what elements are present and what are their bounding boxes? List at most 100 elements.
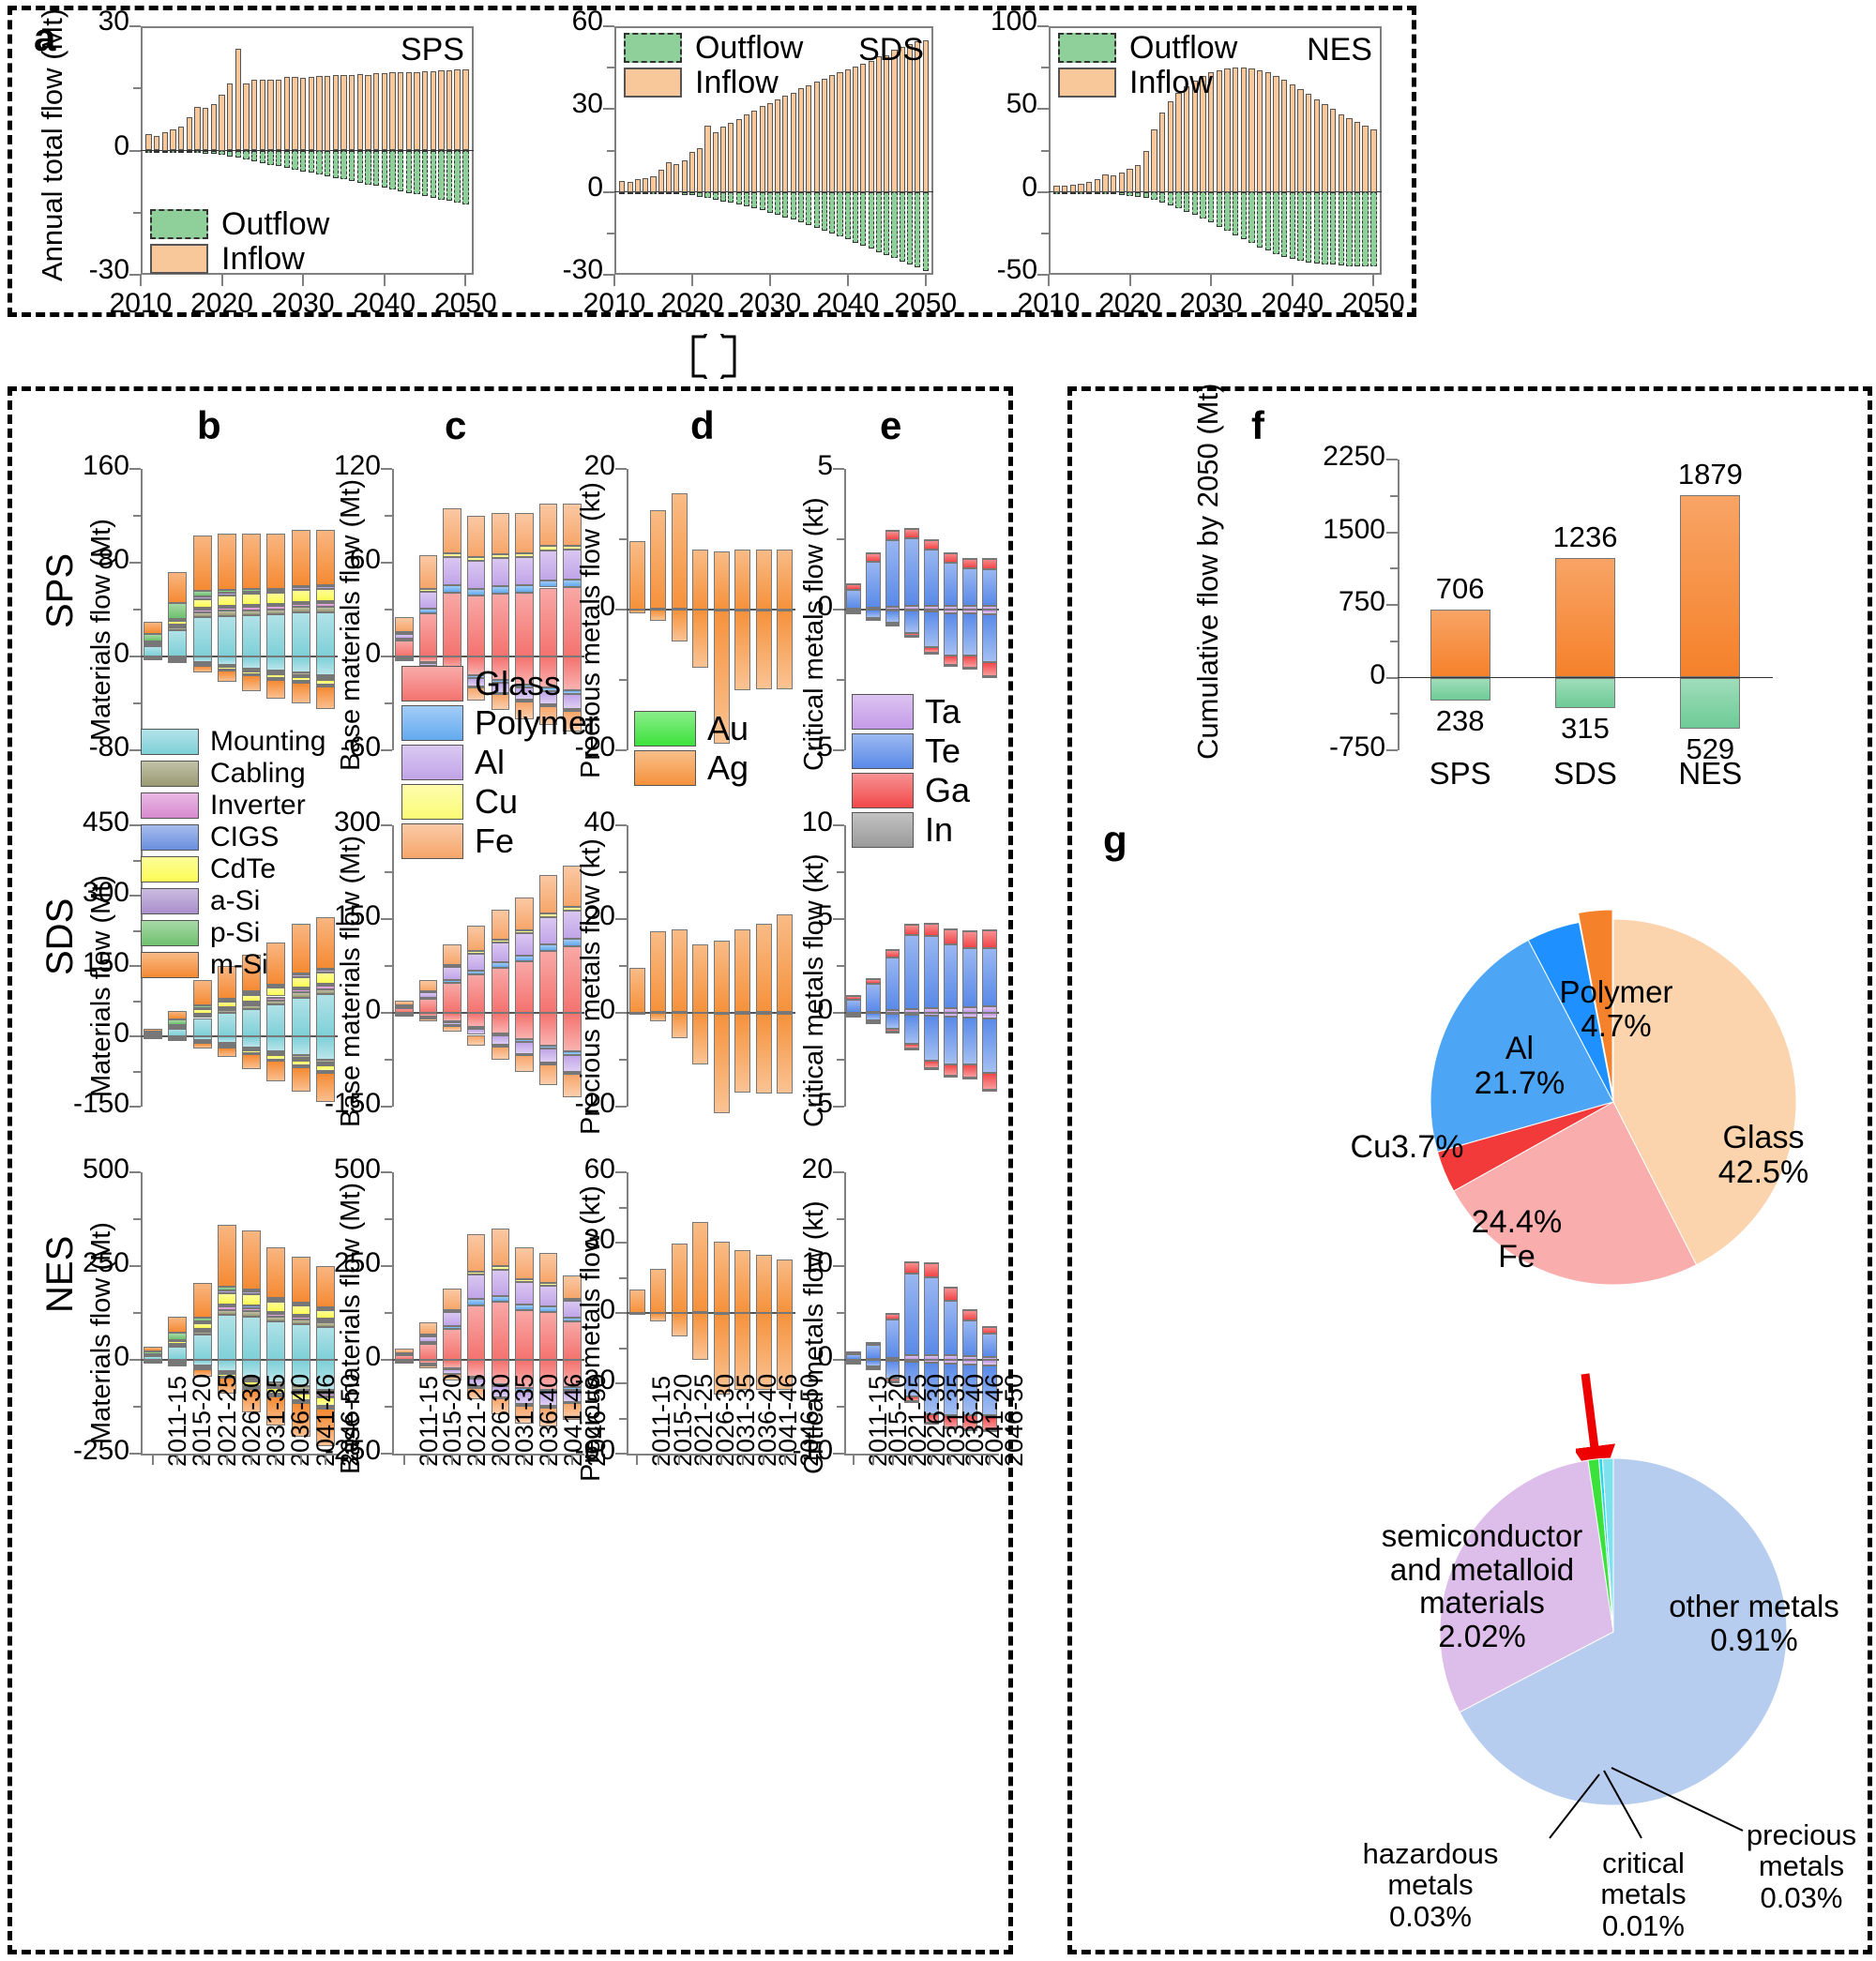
stack-segment — [266, 1247, 286, 1298]
outflow-value-label: 529 — [1686, 732, 1735, 766]
stack-segment — [943, 1300, 959, 1356]
stack-segment — [866, 562, 881, 608]
stack-segment — [466, 561, 486, 589]
y-minor-tick — [619, 871, 627, 873]
stack-segment — [563, 1055, 582, 1072]
legend-label: CdTe — [210, 853, 277, 884]
stack-segment — [418, 1017, 438, 1019]
stack-segment — [491, 586, 510, 594]
stack-segment — [777, 914, 794, 1013]
stack-segment — [217, 966, 236, 999]
stack-segment — [242, 1036, 262, 1048]
bar-outflow — [643, 191, 649, 194]
y-tick-label: 20 — [583, 450, 615, 481]
bar-inflow — [720, 127, 727, 192]
y-tick-mark — [1386, 604, 1398, 606]
zero-line — [392, 656, 584, 657]
legend-item: Ag — [634, 750, 749, 786]
stack-segment — [962, 1309, 977, 1320]
bar-outflow — [203, 150, 209, 154]
x-tick-mark — [891, 1454, 894, 1465]
stack-segment — [291, 1305, 310, 1316]
stack-segment — [491, 1302, 510, 1360]
bar-inflow — [1135, 164, 1142, 192]
bar-outflow — [1280, 191, 1288, 257]
bar-inflow — [1329, 109, 1337, 192]
stack-segment — [885, 950, 900, 958]
stack-segment — [168, 626, 188, 631]
stack-segment — [168, 1332, 188, 1341]
x-tick-mark — [176, 1454, 179, 1465]
bar-outflow — [1111, 191, 1117, 194]
panel-d-ylabel-NES: Precious metals flow (kt) — [576, 1185, 606, 1482]
stack-segment — [885, 1010, 900, 1013]
y-tick-label: 0 — [365, 1341, 381, 1372]
legend-item: Ga — [852, 773, 970, 808]
stack-segment — [395, 1006, 414, 1009]
bar-inflow — [704, 126, 711, 192]
stack-segment — [981, 1430, 997, 1433]
stack-segment — [395, 632, 414, 635]
stack-segment — [981, 614, 997, 662]
stack-segment — [981, 930, 997, 949]
legend-label: In — [925, 810, 954, 849]
stack-segment — [923, 539, 939, 551]
legend-item: Cu — [401, 784, 598, 820]
bar-inflow — [790, 92, 796, 192]
bar-outflow — [627, 191, 633, 194]
y-tick-label: 30 — [571, 88, 603, 120]
stack-segment — [538, 503, 558, 547]
bar-outflow — [365, 150, 371, 185]
pie-top — [1430, 909, 1797, 1286]
stack-segment — [962, 930, 977, 932]
stack-segment — [466, 1271, 486, 1275]
stack-segment — [242, 1310, 262, 1317]
stack-segment — [315, 611, 335, 656]
y-tick-label: -10 — [792, 1435, 833, 1466]
stack-segment — [466, 974, 486, 1013]
stack-segment — [395, 1000, 414, 1005]
stack-segment — [192, 1005, 212, 1009]
bar-outflow — [759, 191, 765, 211]
stack-segment — [962, 1078, 977, 1080]
x-tick-mark — [1372, 275, 1375, 286]
legend-swatch — [141, 824, 199, 851]
stack-segment — [315, 1073, 335, 1102]
legend-swatch — [141, 761, 199, 787]
pie-label-al: Al 21.7% — [1474, 1031, 1566, 1101]
stack-segment — [242, 1377, 262, 1380]
stack-segment — [291, 997, 310, 1036]
bar-outflow — [1191, 191, 1199, 216]
bar-inflow — [806, 85, 812, 192]
stack-segment — [266, 1321, 286, 1360]
inflow-swatch — [1058, 68, 1116, 98]
y-tick-label: -5 — [808, 1088, 833, 1119]
x-tick-label: 2046-50 — [999, 1373, 1028, 1467]
bar-outflow — [1354, 191, 1361, 267]
legend-swatch — [401, 705, 463, 741]
y-tick-label: 0 — [599, 994, 615, 1025]
stack-segment — [515, 1304, 534, 1310]
stack-segment — [962, 1063, 977, 1079]
stack-segment — [266, 1036, 286, 1052]
y-minor-tick — [619, 679, 627, 681]
y-tick-label: 5 — [817, 900, 833, 931]
bar-inflow — [219, 94, 225, 151]
stack-segment — [885, 606, 900, 610]
bar-inflow — [438, 69, 445, 151]
stack-segment — [418, 1322, 438, 1335]
stack-segment — [315, 679, 335, 686]
y-tick-label: 250 — [82, 1247, 129, 1278]
y-minor-tick — [619, 1059, 627, 1061]
y-tick-mark — [1386, 749, 1398, 751]
stack-segment — [443, 553, 461, 558]
bar-inflow — [1555, 557, 1615, 678]
stack-segment — [217, 1378, 236, 1394]
bar-inflow — [1224, 68, 1231, 192]
bar-inflow — [1142, 150, 1150, 192]
y-tick-mark — [615, 468, 627, 470]
bar-outflow — [915, 191, 921, 268]
stack-segment — [538, 913, 558, 918]
stack-segment — [515, 1013, 534, 1040]
stack-segment — [943, 1064, 959, 1077]
